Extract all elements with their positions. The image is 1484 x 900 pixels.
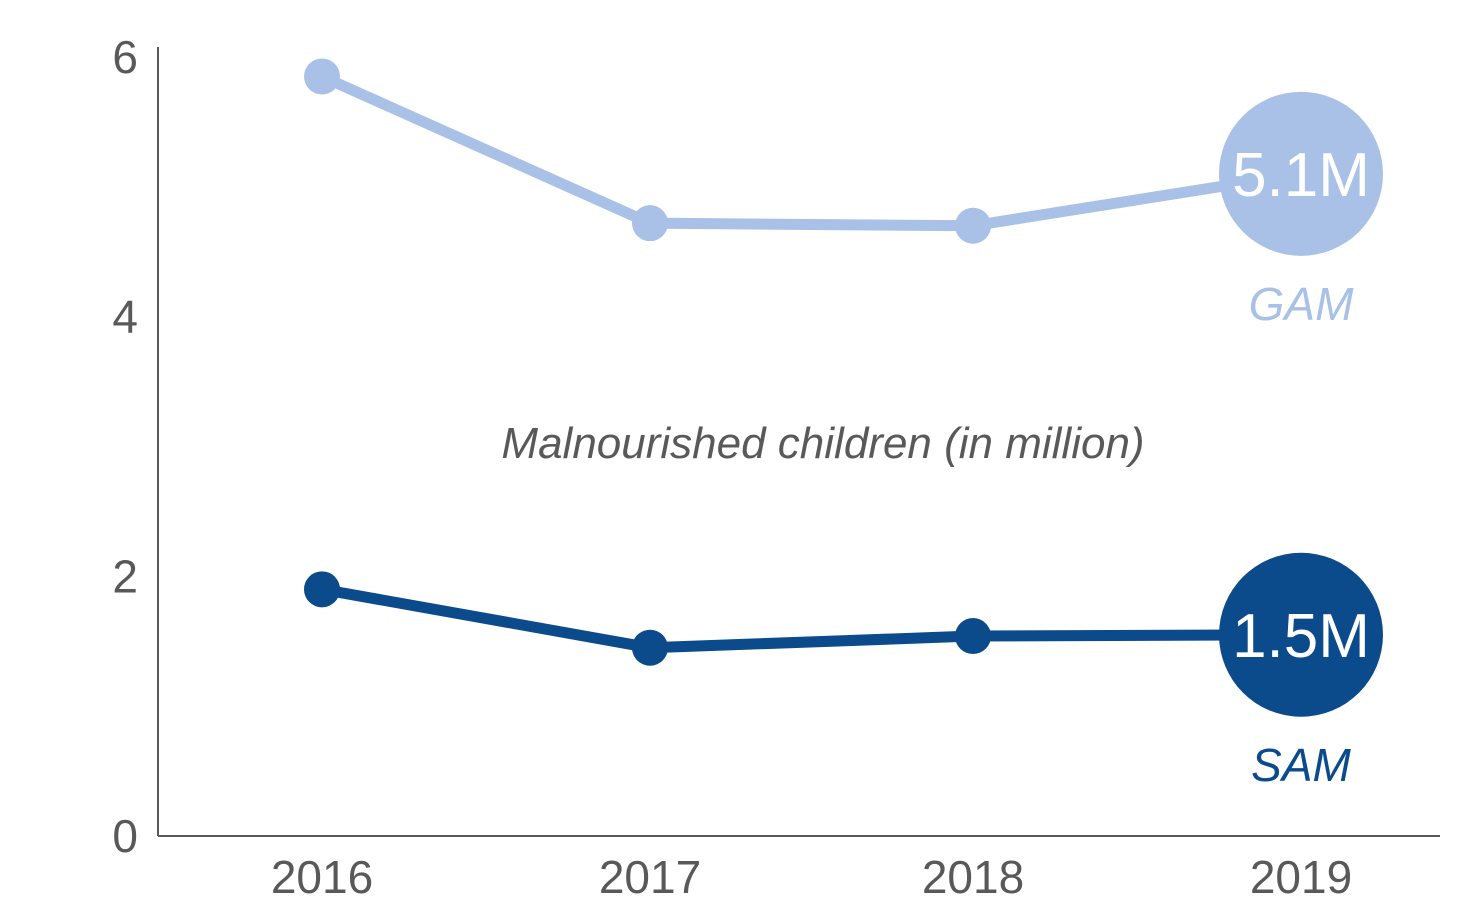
data-point — [955, 618, 991, 655]
x-tick-label: 2017 — [599, 851, 701, 900]
x-axis-ticks: 2016 2017 2018 2019 — [271, 851, 1352, 900]
x-tick-label: 2019 — [1250, 851, 1352, 900]
y-axis-ticks: 0 2 4 6 — [112, 31, 138, 862]
data-point — [304, 58, 340, 95]
y-tick-label: 6 — [112, 31, 138, 83]
x-tick-label: 2018 — [922, 851, 1024, 900]
data-point — [632, 205, 668, 242]
series-layer: 5.1M GAM 1.5M SAM — [304, 58, 1383, 791]
series-name-label: SAM — [1251, 739, 1351, 791]
y-tick-label: 2 — [112, 550, 138, 602]
series-line — [316, 583, 1307, 654]
x-tick-label: 2016 — [271, 851, 373, 900]
y-tick-label: 4 — [112, 291, 138, 343]
end-value-label: 1.5M — [1232, 602, 1370, 671]
series-sam: 1.5M SAM — [304, 552, 1383, 791]
end-value-bubble — [1219, 552, 1383, 717]
y-tick-label: 0 — [112, 810, 138, 862]
series-line — [316, 70, 1307, 232]
data-point — [632, 629, 668, 666]
data-point — [304, 571, 340, 608]
end-value-bubble — [1219, 91, 1383, 256]
end-value-label: 5.1M — [1232, 141, 1370, 210]
data-point — [955, 207, 991, 244]
series-name-label: GAM — [1249, 278, 1354, 330]
chart-annotation: Malnourished children (in million) — [501, 419, 1144, 468]
series-gam: 5.1M GAM — [304, 58, 1383, 330]
